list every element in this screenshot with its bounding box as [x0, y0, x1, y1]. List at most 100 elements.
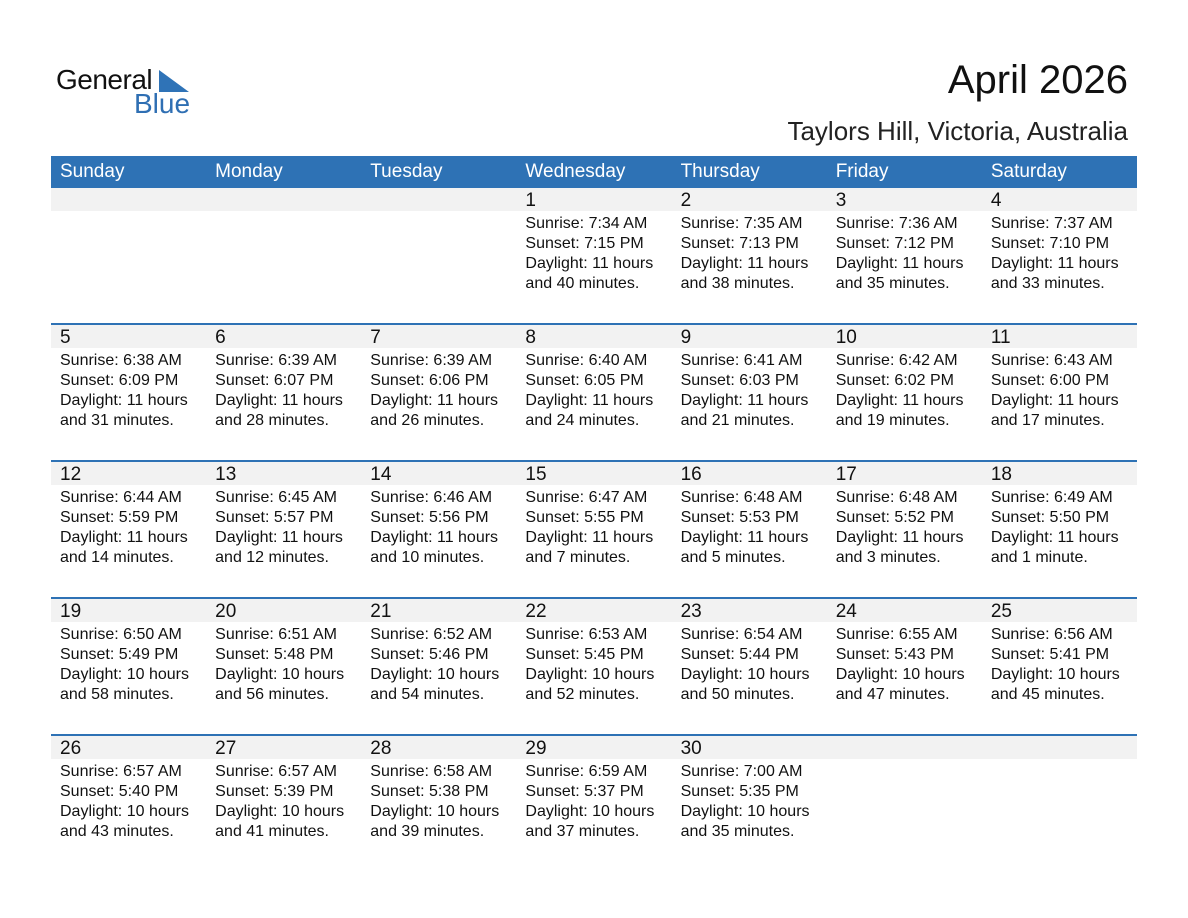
day-cell: 10 Sunrise: 6:42 AM Sunset: 6:02 PM Dayligh… [826, 323, 982, 461]
date-number: 8 [516, 325, 672, 348]
day-info: Sunrise: 6:39 AM Sunset: 6:07 PM Daylight:… [206, 351, 361, 431]
daylight-text: Daylight: 11 hours [215, 529, 343, 546]
daylight-minutes-text: and 58 minutes. [60, 686, 174, 703]
sunset-text: Sunset: 5:40 PM [60, 783, 179, 800]
daylight-minutes-text: and 47 minutes. [835, 686, 950, 703]
sunset-text: Sunset: 7:12 PM [835, 235, 954, 252]
day-info: Sunrise: 6:42 AM Sunset: 6:02 PM Daylight:… [827, 351, 982, 431]
day-cell: 6 Sunrise: 6:39 AM Sunset: 6:07 PM Daylight… [206, 323, 362, 461]
date-number [826, 736, 982, 759]
week-row: 5 Sunrise: 6:38 AM Sunset: 6:09 PM Daylight… [51, 323, 1137, 461]
daylight-text: Daylight: 11 hours [835, 255, 964, 272]
week-row: 26 Sunrise: 6:57 AM Sunset: 5:40 PM Dayligh… [51, 734, 1137, 871]
sunrise-text: Sunrise: 7:00 AM [680, 763, 803, 780]
sunrise-text: Sunrise: 6:48 AM [835, 489, 958, 506]
sunset-text: Sunset: 5:48 PM [215, 646, 334, 663]
daylight-text: Daylight: 11 hours [680, 529, 809, 546]
day-cell [361, 188, 517, 324]
date-number: 23 [671, 599, 827, 622]
sunrise-text: Sunrise: 6:40 AM [525, 352, 648, 369]
day-cell [826, 734, 982, 871]
date-number [51, 188, 207, 211]
date-number: 12 [51, 462, 207, 485]
week-row: 19 Sunrise: 6:50 AM Sunset: 5:49 PM Dayligh… [51, 597, 1137, 735]
sunset-text: Sunset: 6:03 PM [680, 372, 799, 389]
sunset-text: Sunset: 5:46 PM [370, 646, 489, 663]
day-info: Sunrise: 6:46 AM Sunset: 5:56 PM Daylight:… [361, 488, 516, 568]
day-cell: 12 Sunrise: 6:44 AM Sunset: 5:59 PM Dayligh… [51, 460, 207, 598]
date-number [361, 188, 517, 211]
sunset-text: Sunset: 5:44 PM [680, 646, 799, 663]
daylight-minutes-text: and 3 minutes. [835, 549, 941, 566]
date-number: 2 [671, 188, 827, 211]
date-number: 30 [671, 736, 827, 759]
daylight-minutes-text: and 54 minutes. [370, 686, 485, 703]
sunrise-text: Sunrise: 6:50 AM [60, 626, 182, 643]
daylight-minutes-text: and 28 minutes. [215, 412, 329, 429]
daylight-text: Daylight: 11 hours [60, 392, 188, 409]
sunset-text: Sunset: 7:15 PM [525, 235, 644, 252]
sunrise-text: Sunrise: 6:48 AM [680, 489, 803, 506]
day-info: Sunrise: 6:45 AM Sunset: 5:57 PM Daylight:… [206, 488, 361, 568]
sunrise-text: Sunrise: 6:43 AM [990, 352, 1113, 369]
daylight-text: Daylight: 10 hours [990, 666, 1120, 683]
daylight-text: Daylight: 10 hours [215, 803, 345, 820]
daylight-text: Daylight: 11 hours [60, 529, 188, 546]
day-cell: 5 Sunrise: 6:38 AM Sunset: 6:09 PM Daylight… [51, 323, 207, 461]
daylight-minutes-text: and 50 minutes. [680, 686, 795, 703]
sunrise-text: Sunrise: 6:59 AM [525, 763, 648, 780]
day-info: Sunrise: 6:54 AM Sunset: 5:44 PM Daylight:… [672, 625, 827, 705]
sunset-text: Sunset: 6:07 PM [215, 372, 334, 389]
date-number: 25 [981, 599, 1137, 622]
day-cell: 1 Sunrise: 7:34 AM Sunset: 7:15 PM Daylight… [516, 188, 672, 324]
date-number: 28 [361, 736, 517, 759]
sunset-text: Sunset: 5:41 PM [990, 646, 1110, 663]
sunset-text: Sunset: 5:49 PM [60, 646, 179, 663]
day-info: Sunrise: 6:43 AM Sunset: 6:00 PM Daylight:… [982, 351, 1137, 431]
date-number: 15 [516, 462, 672, 485]
day-info: Sunrise: 6:57 AM Sunset: 5:40 PM Daylight:… [51, 762, 206, 842]
weekday-header-thursday: Thursday [671, 156, 827, 188]
week-row: 12 Sunrise: 6:44 AM Sunset: 5:59 PM Dayligh… [51, 460, 1137, 598]
sunrise-text: Sunrise: 6:58 AM [370, 763, 493, 780]
daylight-minutes-text: and 35 minutes. [680, 823, 795, 840]
weekday-header-saturday: Saturday [981, 156, 1137, 188]
calendar-grid: Sunday Monday Tuesday Wednesday Thursday Frid… [51, 156, 1137, 871]
day-info: Sunrise: 6:52 AM Sunset: 5:46 PM Daylight:… [361, 625, 516, 705]
sunset-text: Sunset: 5:35 PM [680, 783, 799, 800]
daylight-text: Daylight: 11 hours [215, 392, 343, 409]
date-number: 3 [826, 188, 982, 211]
day-cell: 13 Sunrise: 6:45 AM Sunset: 5:57 PM Dayligh… [206, 460, 362, 598]
sunrise-text: Sunrise: 6:44 AM [60, 489, 182, 506]
sunset-text: Sunset: 6:00 PM [990, 372, 1110, 389]
daylight-text: Daylight: 10 hours [370, 803, 500, 820]
date-number: 5 [51, 325, 207, 348]
daylight-minutes-text: and 31 minutes. [60, 412, 174, 429]
daylight-minutes-text: and 52 minutes. [525, 686, 640, 703]
day-cell: 22 Sunrise: 6:53 AM Sunset: 5:45 PM Dayligh… [516, 597, 672, 735]
day-cell: 24 Sunrise: 6:55 AM Sunset: 5:43 PM Dayligh… [826, 597, 982, 735]
date-number: 18 [981, 462, 1137, 485]
day-cell: 18 Sunrise: 6:49 AM Sunset: 5:50 PM Dayligh… [981, 460, 1137, 598]
sunrise-text: Sunrise: 7:34 AM [525, 215, 648, 232]
day-cell [981, 734, 1137, 871]
daylight-text: Daylight: 10 hours [525, 803, 655, 820]
day-cell: 26 Sunrise: 6:57 AM Sunset: 5:40 PM Dayligh… [51, 734, 207, 871]
sunset-text: Sunset: 5:56 PM [370, 509, 489, 526]
date-number: 13 [206, 462, 362, 485]
sunrise-text: Sunrise: 6:45 AM [215, 489, 337, 506]
daylight-text: Daylight: 11 hours [370, 392, 499, 409]
sunrise-text: Sunrise: 6:39 AM [370, 352, 493, 369]
date-number: 20 [206, 599, 362, 622]
logo-triangle-icon [159, 70, 189, 92]
daylight-minutes-text: and 41 minutes. [215, 823, 329, 840]
daylight-minutes-text: and 33 minutes. [990, 275, 1105, 292]
daylight-minutes-text: and 14 minutes. [60, 549, 174, 566]
day-info: Sunrise: 6:40 AM Sunset: 6:05 PM Daylight:… [516, 351, 671, 431]
day-cell: 15 Sunrise: 6:47 AM Sunset: 5:55 PM Dayligh… [516, 460, 672, 598]
day-info: Sunrise: 6:55 AM Sunset: 5:43 PM Daylight:… [827, 625, 982, 705]
daylight-minutes-text: and 24 minutes. [525, 412, 640, 429]
day-info: Sunrise: 6:56 AM Sunset: 5:41 PM Daylight:… [982, 625, 1137, 705]
day-info: Sunrise: 6:53 AM Sunset: 5:45 PM Daylight:… [516, 625, 671, 705]
day-cell: 9 Sunrise: 6:41 AM Sunset: 6:03 PM Daylight… [671, 323, 827, 461]
